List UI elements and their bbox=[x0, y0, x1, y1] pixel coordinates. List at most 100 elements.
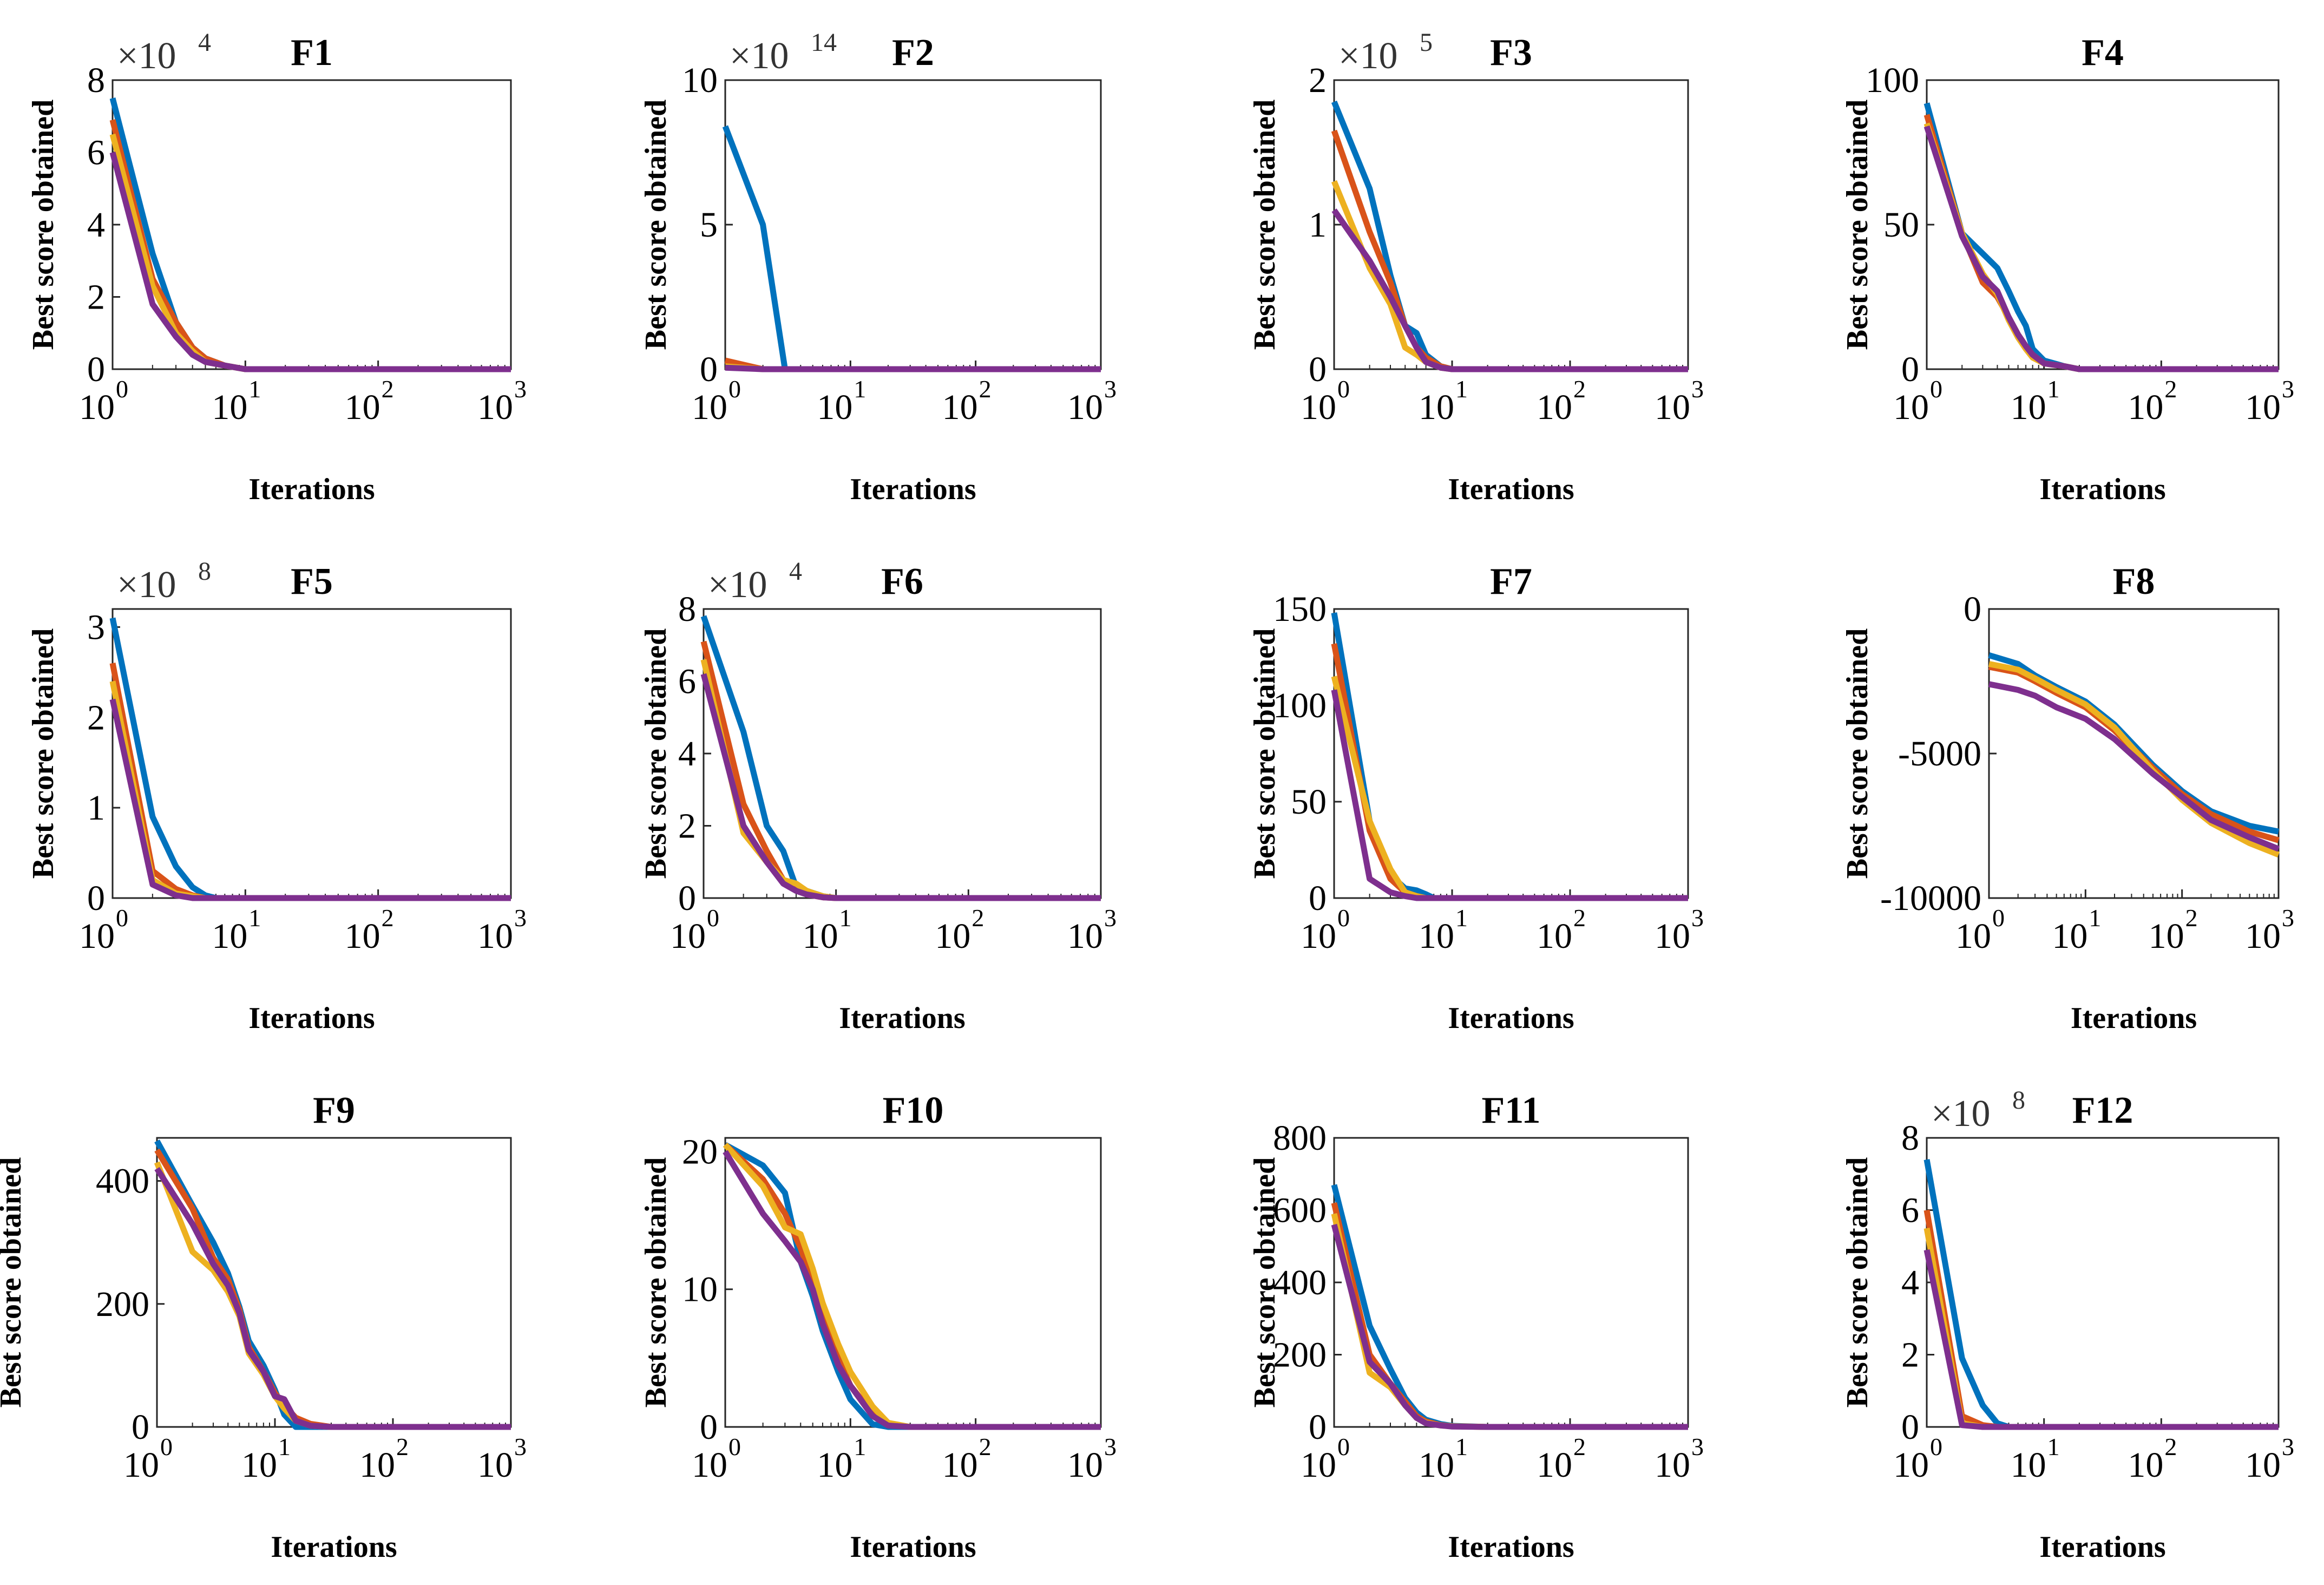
y-tick-label: 100 bbox=[1273, 686, 1327, 725]
x-tick-label: 10 1 bbox=[212, 375, 261, 427]
x-tick-exponent: 1 bbox=[2089, 904, 2101, 932]
x-tick-base: 10 bbox=[1537, 1445, 1572, 1485]
x-tick-label: 10 2 bbox=[345, 904, 394, 956]
x-tick-base: 10 bbox=[692, 388, 727, 427]
x-tick-label: 10 0 bbox=[1301, 375, 1350, 427]
x-tick-base: 10 bbox=[345, 916, 380, 956]
x-tick-label: 10 1 bbox=[241, 1433, 291, 1485]
x-tick-base: 10 bbox=[477, 388, 513, 427]
x-tick-label: 10 3 bbox=[1655, 375, 1704, 427]
x-tick-label: 10 1 bbox=[2011, 1433, 2060, 1485]
series-group bbox=[1331, 1184, 1688, 1430]
x-tick-label: 10 1 bbox=[212, 904, 261, 956]
y-tick-label: 0 bbox=[1901, 350, 1919, 389]
multiplier-times: ×10 bbox=[117, 35, 176, 77]
series-line-4 bbox=[723, 1150, 1101, 1430]
x-tick-exponent: 2 bbox=[2164, 375, 2177, 403]
x-tick-label: 10 3 bbox=[1067, 904, 1117, 956]
x-tick-label: 10 0 bbox=[1893, 1433, 1942, 1485]
series-line-4 bbox=[1331, 1223, 1688, 1430]
x-tick-label: 10 3 bbox=[477, 904, 527, 956]
x-tick-label: 10 2 bbox=[359, 1433, 409, 1485]
multiplier-exponent: 8 bbox=[2012, 1086, 2025, 1115]
x-tick-exponent: 2 bbox=[1573, 375, 1586, 403]
chart-title: F2 bbox=[892, 32, 934, 74]
y-tick-label: 2 bbox=[678, 807, 696, 846]
x-tick-label: 10 3 bbox=[1067, 375, 1117, 427]
y-tick-label: 0 bbox=[132, 1407, 149, 1447]
series-line-4 bbox=[1923, 125, 2279, 372]
x-tick-base: 10 bbox=[2149, 916, 2184, 956]
x-axis-label: Iterations bbox=[248, 473, 375, 506]
x-tick-label: 10 2 bbox=[2128, 1433, 2177, 1485]
x-tick-exponent: 1 bbox=[2047, 1433, 2060, 1460]
x-axis-label: Iterations bbox=[850, 1530, 976, 1564]
x-tick-exponent: 1 bbox=[278, 1433, 291, 1460]
x-tick-exponent: 2 bbox=[382, 375, 394, 403]
plot-area bbox=[1926, 1137, 2280, 1428]
y-tick-label: 4 bbox=[87, 205, 105, 245]
y-axis-label: Best score obtained bbox=[27, 100, 60, 350]
x-tick-base: 10 bbox=[2011, 1445, 2046, 1485]
plot-area bbox=[1926, 79, 2280, 370]
x-axis-label: Iterations bbox=[271, 1530, 397, 1564]
chart-title: F9 bbox=[313, 1090, 355, 1131]
x-tick-base: 10 bbox=[79, 916, 115, 956]
multiplier-exponent: 5 bbox=[1420, 28, 1433, 57]
x-tick-exponent: 2 bbox=[2164, 1433, 2177, 1460]
x-tick-base: 10 bbox=[212, 916, 247, 956]
x-tick-base: 10 bbox=[359, 1445, 395, 1485]
x-tick-exponent: 0 bbox=[707, 904, 719, 932]
y-tick-label: 8 bbox=[1901, 1118, 1919, 1158]
x-tick-label: 10 1 bbox=[803, 904, 852, 956]
y-tick-label: 4 bbox=[1901, 1263, 1919, 1302]
x-tick-label: 10 3 bbox=[2245, 904, 2294, 956]
x-tick-label: 10 0 bbox=[692, 375, 741, 427]
y-tick-label: 50 bbox=[1291, 782, 1327, 822]
x-tick-exponent: 1 bbox=[1455, 375, 1468, 403]
x-tick-label: 10 3 bbox=[1067, 1433, 1117, 1485]
series-line-4 bbox=[1923, 1249, 2279, 1430]
y-tick-label: 0 bbox=[700, 1407, 718, 1447]
x-tick-label: 10 2 bbox=[942, 1433, 992, 1485]
multiplier-times: ×10 bbox=[730, 35, 789, 77]
series-group bbox=[1331, 612, 1688, 901]
series-group bbox=[700, 615, 1101, 901]
x-tick-exponent: 3 bbox=[1104, 1433, 1117, 1460]
multiplier-exponent: 14 bbox=[811, 28, 837, 57]
x-tick-exponent: 1 bbox=[839, 904, 852, 932]
x-tick-base: 10 bbox=[1067, 388, 1103, 427]
x-tick-exponent: 3 bbox=[1104, 904, 1117, 932]
x-axis-label: Iterations bbox=[2039, 473, 2165, 506]
y-axis-multiplier: ×10 8 bbox=[117, 557, 211, 606]
x-tick-exponent: 2 bbox=[979, 1433, 992, 1460]
x-tick-label: 10 0 bbox=[1955, 904, 2005, 956]
x-tick-base: 10 bbox=[1537, 388, 1572, 427]
x-tick-label: 10 3 bbox=[1655, 1433, 1704, 1485]
y-tick-label: 150 bbox=[1273, 590, 1327, 629]
y-tick-label: 600 bbox=[1273, 1191, 1327, 1230]
x-tick-exponent: 3 bbox=[2282, 904, 2294, 932]
x-tick-base: 10 bbox=[2011, 388, 2046, 427]
chart-title: F11 bbox=[1482, 1090, 1541, 1131]
y-axis-label: Best score obtained bbox=[1248, 628, 1282, 879]
y-tick-label: 3 bbox=[87, 607, 105, 647]
x-tick-exponent: 0 bbox=[1337, 904, 1350, 932]
x-tick-label: 10 0 bbox=[1301, 904, 1350, 956]
x-tick-label: 10 2 bbox=[1537, 375, 1586, 427]
x-tick-label: 10 2 bbox=[935, 904, 984, 956]
x-tick-exponent: 3 bbox=[1104, 375, 1117, 403]
x-tick-base: 10 bbox=[817, 1445, 852, 1485]
x-axis-label: Iterations bbox=[1448, 1530, 1574, 1564]
y-tick-label: 4 bbox=[678, 734, 696, 774]
x-tick-base: 10 bbox=[942, 388, 978, 427]
y-tick-label: 200 bbox=[96, 1285, 149, 1324]
multiplier-exponent: 8 bbox=[198, 557, 211, 586]
x-tick-label: 10 1 bbox=[2011, 375, 2060, 427]
plot-area bbox=[1333, 79, 1689, 370]
x-tick-exponent: 0 bbox=[1930, 375, 1942, 403]
chart-title: F5 bbox=[291, 561, 333, 602]
